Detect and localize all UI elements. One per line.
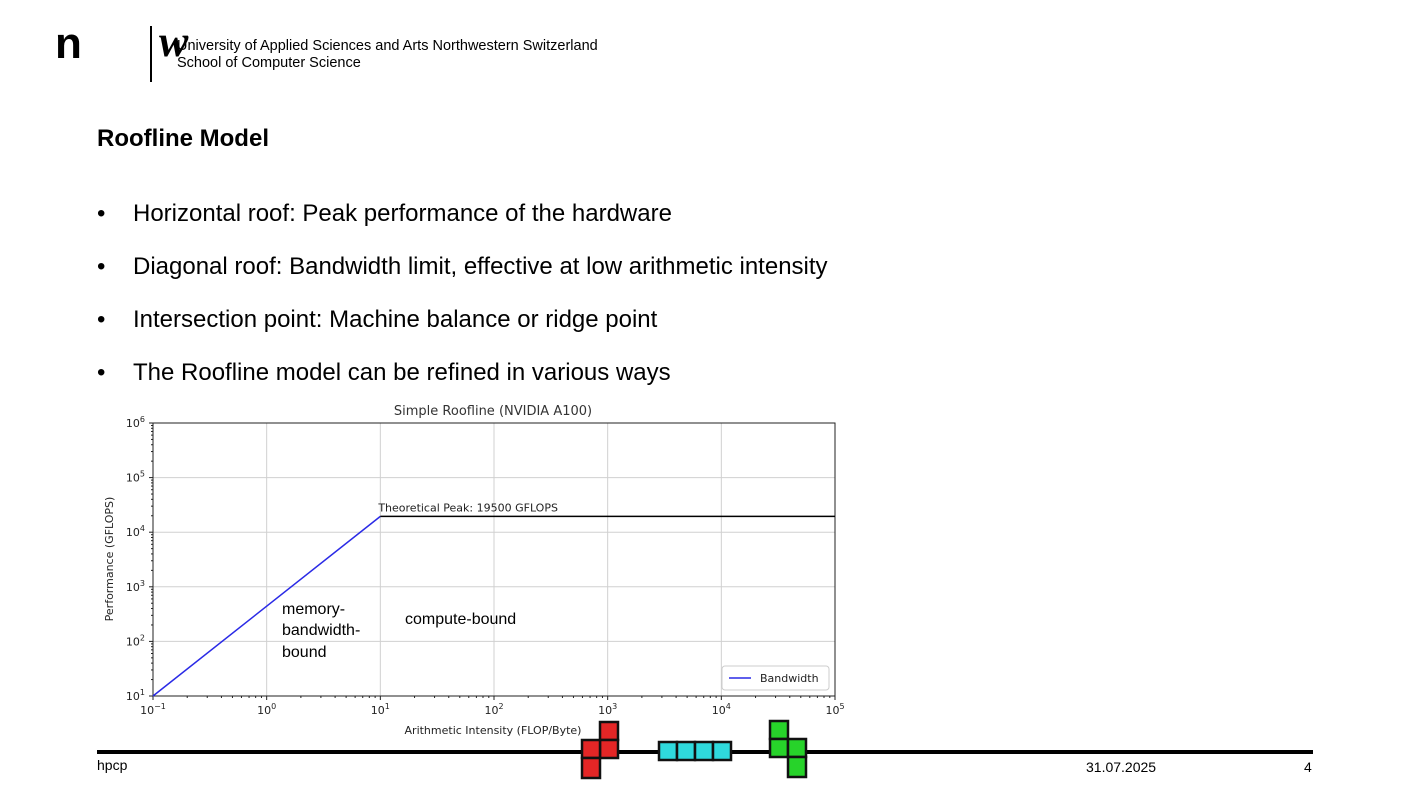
- bandwidth-roof-line: [152, 515, 381, 697]
- compute-bound-label: compute-bound: [405, 611, 516, 628]
- roofline-chart: Simple Roofline (NVIDIA A100) 10−1 100 101…: [103, 404, 845, 737]
- y-tick-label: 103: [126, 579, 145, 594]
- tetris-blocks-decoration: [580, 719, 808, 780]
- x-tick-label: 105: [825, 702, 844, 717]
- cyan-tetromino: [657, 740, 733, 762]
- y-axis-ticks: 101 102 103 104 105 106: [126, 415, 153, 703]
- bullet-item: • Diagonal roof: Bandwidth limit, effecti…: [97, 249, 828, 302]
- logo-letter-w: w: [159, 17, 189, 66]
- y-tick-label: 102: [126, 633, 145, 648]
- bullet-glyph: •: [97, 253, 106, 280]
- memory-bound-label-2: bandwidth-: [282, 622, 360, 639]
- university-name: University of Applied Sciences and Arts …: [177, 38, 598, 54]
- x-tick-label: 10−1: [140, 702, 166, 717]
- bullet-text: Intersection point: Machine balance or r…: [133, 306, 658, 333]
- footer-course: hpcp: [97, 757, 128, 773]
- y-tick-label: 104: [126, 524, 145, 539]
- bullet-text: Diagonal roof: Bandwidth limit, effectiv…: [133, 253, 828, 280]
- chart-series: [152, 515, 835, 697]
- logo-letter-n: n: [55, 19, 82, 68]
- logo-divider: [150, 26, 152, 82]
- chart-title: Simple Roofline (NVIDIA A100): [394, 404, 592, 419]
- chart-legend: Bandwidth: [721, 665, 830, 691]
- legend-box: [721, 665, 830, 691]
- footer-date: 31.07.2025: [1086, 759, 1157, 775]
- x-tick-label: 102: [484, 702, 503, 717]
- page-number: 4: [1304, 759, 1312, 775]
- legend-label: Bandwidth: [760, 672, 819, 685]
- memory-bound-label-3: bound: [282, 644, 327, 661]
- chart-grid: [152, 422, 836, 697]
- bullet-item: • Horizontal roof: Peak performance of th…: [97, 196, 828, 249]
- bullet-text: The Roofline model can be refined in var…: [133, 359, 671, 386]
- y-tick-label: 101: [126, 688, 145, 703]
- y-axis-label: Performance (GFLOPS): [103, 497, 116, 622]
- bullet-glyph: •: [97, 359, 106, 386]
- red-tetromino: [580, 720, 620, 780]
- y-tick-label: 106: [126, 415, 145, 430]
- school-name: School of Computer Science: [177, 55, 361, 71]
- x-axis-ticks: 10−1 100 101 102 103 104 105: [140, 696, 845, 717]
- bullet-glyph: •: [97, 306, 106, 333]
- bullet-list: • Horizontal roof: Peak performance of th…: [97, 196, 828, 408]
- slide-title: Roofline Model: [97, 125, 269, 152]
- x-tick-label: 104: [712, 702, 731, 717]
- bullet-text: Horizontal roof: Peak performance of the…: [133, 200, 672, 227]
- x-tick-label: 100: [257, 702, 276, 717]
- memory-bound-label-1: memory-: [282, 601, 345, 618]
- institution-name: University of Applied Sciences and Arts …: [177, 38, 598, 72]
- x-tick-label: 103: [598, 702, 617, 717]
- x-tick-label: 101: [371, 702, 390, 717]
- peak-annotation: Theoretical Peak: 19500 GFLOPS: [377, 501, 558, 514]
- green-tetromino: [768, 719, 808, 779]
- bullet-item: • Intersection point: Machine balance or …: [97, 302, 828, 355]
- bullet-item: • The Roofline model can be refined in va…: [97, 355, 828, 408]
- bullet-glyph: •: [97, 200, 106, 227]
- y-tick-label: 105: [126, 470, 145, 485]
- x-axis-label: Arithmetic Intensity (FLOP/Byte): [405, 724, 582, 737]
